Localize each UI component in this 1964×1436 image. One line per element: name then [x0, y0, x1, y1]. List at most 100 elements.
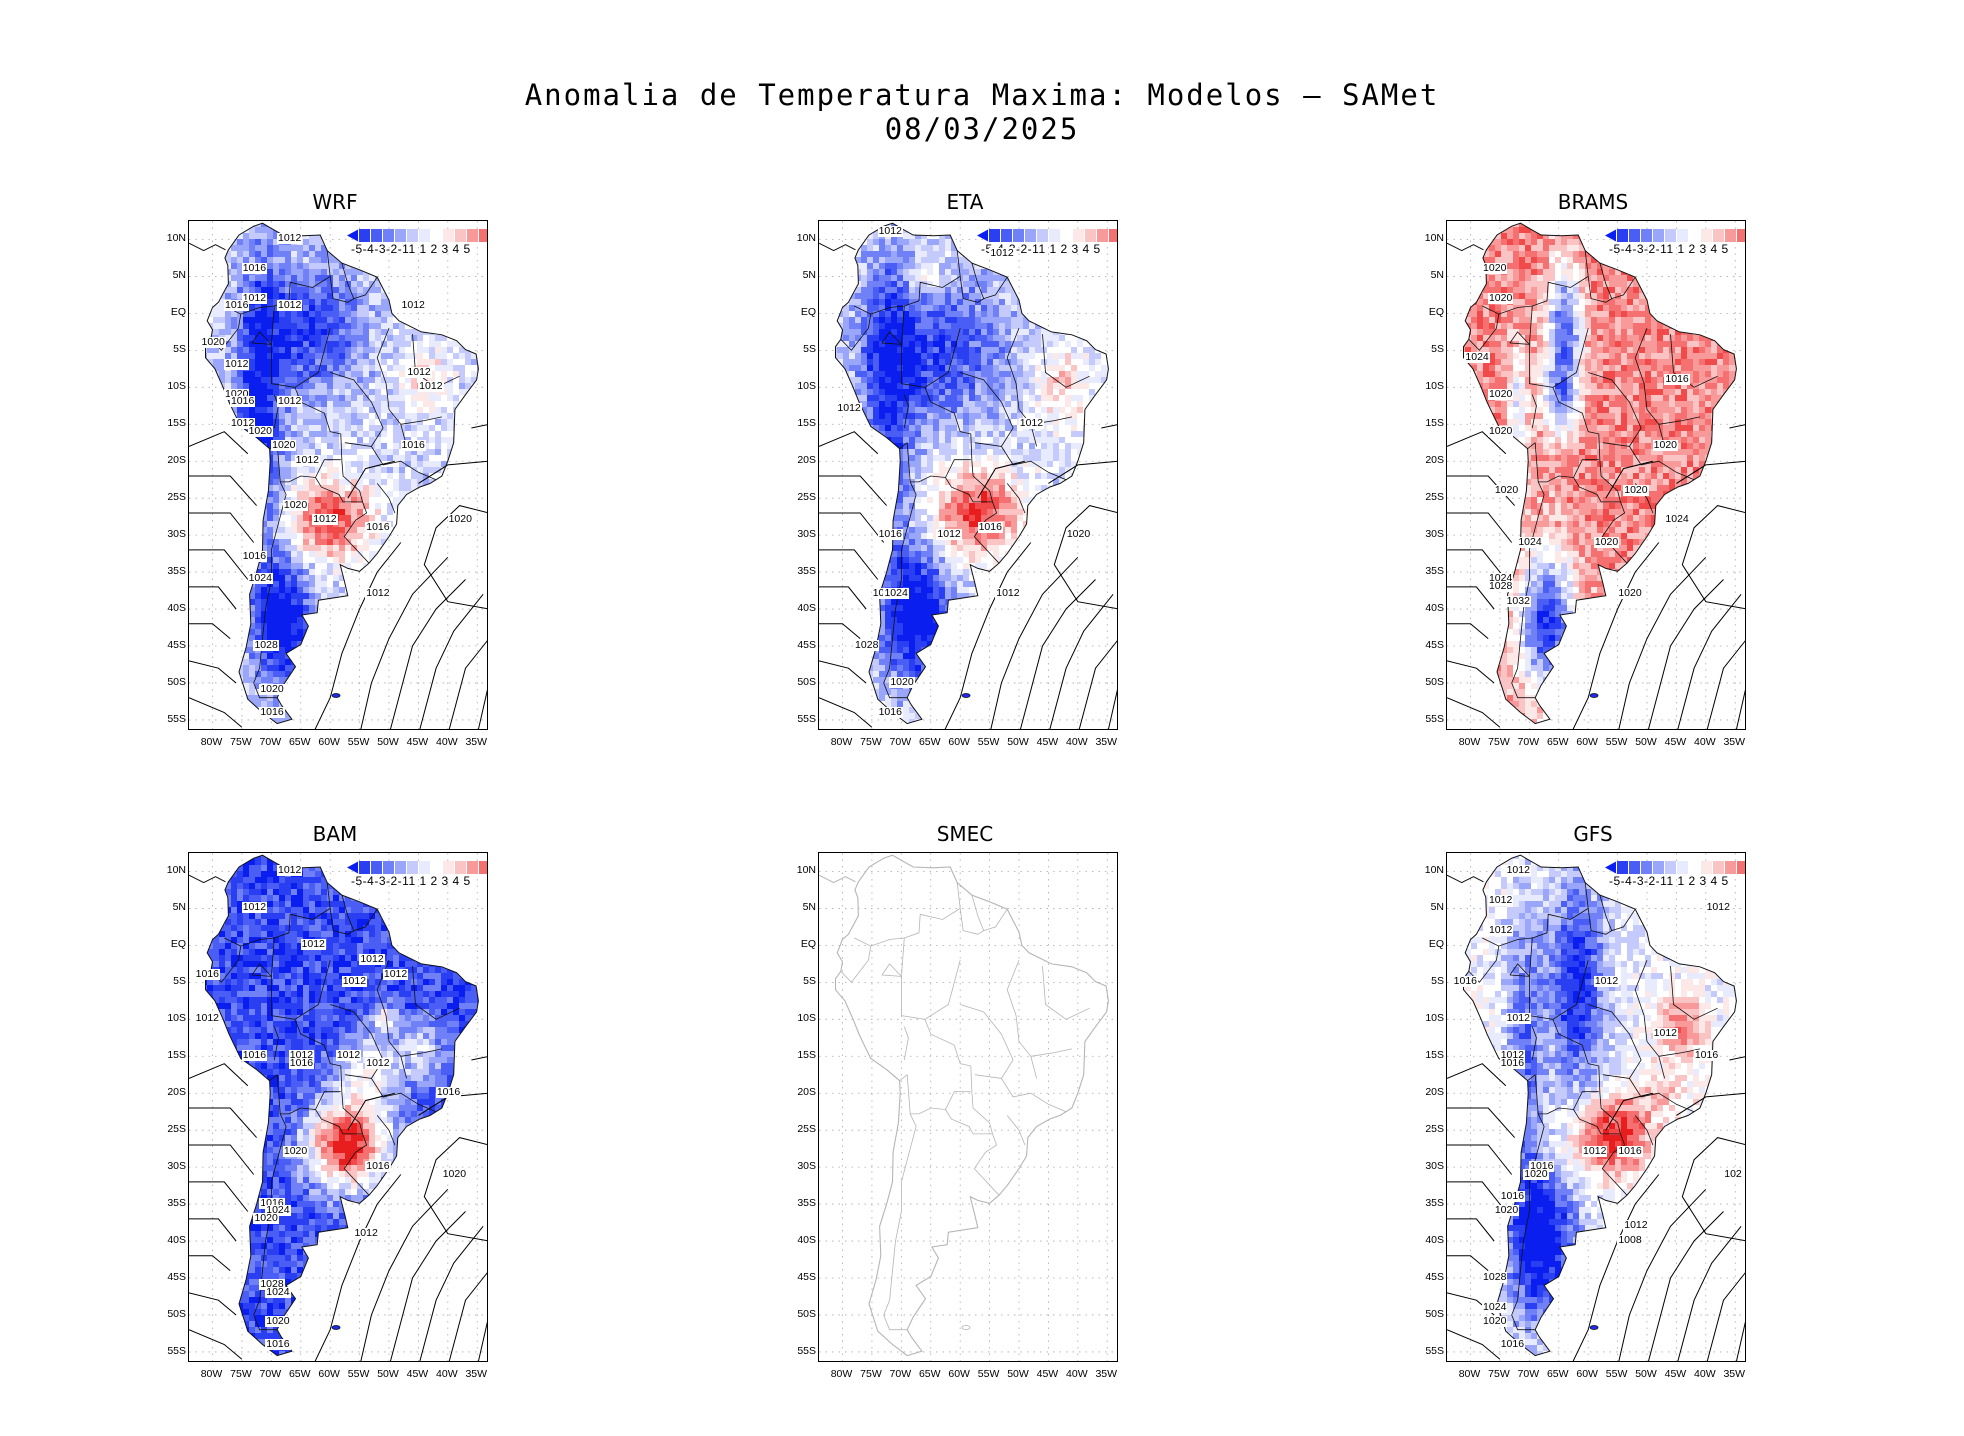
anomaly-cell — [315, 593, 322, 600]
anomaly-cell — [453, 413, 460, 420]
anomaly-cell — [855, 443, 862, 450]
anomaly-cell — [459, 407, 466, 414]
anomaly-cell — [471, 593, 478, 600]
anomaly-cell — [297, 407, 304, 414]
anomaly-cell — [267, 509, 274, 516]
anomaly-cell — [231, 695, 238, 702]
lat-tick-label: 5S — [173, 343, 186, 355]
anomaly-cell — [243, 239, 250, 246]
anomaly-cell — [205, 539, 208, 546]
anomaly-cell — [465, 485, 472, 492]
anomaly-cell — [303, 251, 310, 258]
anomaly-cell — [441, 293, 448, 300]
anomaly-cell — [189, 671, 196, 678]
anomaly-cell — [315, 647, 322, 654]
anomaly-cell — [399, 281, 406, 288]
anomaly-cell — [243, 659, 250, 666]
anomaly-cell — [483, 347, 488, 354]
anomaly-cell — [351, 275, 358, 282]
anomaly-cell — [213, 713, 220, 720]
anomaly-cell — [267, 563, 274, 570]
anomaly-cell — [321, 281, 328, 288]
anomaly-cell — [843, 677, 850, 684]
anomaly-cell — [471, 539, 478, 546]
anomaly-cell — [315, 611, 322, 618]
anomaly-cell — [825, 431, 832, 438]
anomaly-cell — [339, 623, 346, 630]
anomaly-cell — [189, 251, 196, 258]
anomaly-cell — [327, 563, 334, 570]
anomaly-cell — [849, 689, 856, 696]
anomaly-cell — [835, 671, 838, 678]
anomaly-cell — [835, 365, 838, 372]
anomaly-cell — [483, 713, 488, 720]
anomaly-cell — [345, 365, 352, 372]
anomaly-cell — [387, 545, 394, 552]
anomaly-cell — [205, 605, 208, 612]
anomaly-cell — [369, 371, 376, 378]
anomaly-cell — [339, 557, 346, 564]
anomaly-cell — [219, 695, 226, 702]
anomaly-cell — [303, 467, 310, 474]
anomaly-cell — [279, 581, 286, 588]
anomaly-cell — [333, 227, 340, 234]
anomaly-cell — [477, 689, 479, 696]
anomaly-cell — [195, 689, 202, 696]
anomaly-cell — [255, 533, 262, 540]
anomaly-cell — [285, 449, 292, 456]
anomaly-cell — [213, 695, 220, 702]
anomaly-cell — [381, 509, 388, 516]
anomaly-cell — [291, 431, 298, 438]
anomaly-cell — [249, 725, 256, 730]
anomaly-cell — [219, 563, 226, 570]
anomaly-cell — [267, 413, 274, 420]
anomaly-cell — [819, 389, 826, 396]
anomaly-cell — [291, 467, 298, 474]
anomaly-cell — [213, 539, 220, 546]
lon-axis: 80W 75W 70W 65W 60W 55W 50W 45W 40W 35W — [188, 736, 488, 750]
anomaly-cell — [345, 509, 352, 516]
anomaly-cell — [837, 347, 844, 354]
anomaly-cell — [477, 467, 479, 474]
anomaly-cell — [207, 653, 214, 660]
anomaly-cell — [273, 245, 280, 252]
anomaly-cell — [357, 497, 364, 504]
anomaly-cell — [219, 713, 226, 720]
anomaly-cell — [285, 281, 292, 288]
anomaly-cell — [363, 707, 370, 714]
anomaly-cell — [273, 317, 280, 324]
anomaly-cell — [435, 491, 442, 498]
anomaly-cell — [417, 605, 424, 612]
anomaly-cell — [237, 539, 244, 546]
anomaly-cell — [483, 671, 488, 678]
anomaly-cell — [351, 713, 358, 720]
anomaly-cell — [351, 449, 358, 456]
anomaly-cell — [423, 677, 430, 684]
anomaly-cell — [291, 275, 298, 282]
anomaly-cell — [471, 695, 478, 702]
anomaly-cell — [849, 353, 856, 360]
anomaly-cell — [819, 587, 826, 594]
anomaly-cell — [339, 299, 346, 306]
anomaly-cell — [267, 437, 274, 444]
anomaly-cell — [447, 269, 454, 276]
anomaly-cell — [315, 377, 322, 384]
anomaly-cell — [849, 311, 856, 318]
anomaly-cell — [255, 407, 262, 414]
anomaly-cell — [351, 455, 358, 462]
anomaly-cell — [465, 581, 472, 588]
anomaly-cell — [459, 629, 466, 636]
lat-tick-label: 45S — [797, 639, 816, 651]
anomaly-cell — [423, 635, 430, 642]
anomaly-cell — [357, 371, 364, 378]
anomaly-cell — [477, 455, 479, 462]
anomaly-cell — [435, 371, 442, 378]
anomaly-cell — [243, 257, 250, 264]
anomaly-cell — [339, 581, 346, 588]
anomaly-cell — [279, 497, 286, 504]
anomaly-cell — [207, 347, 214, 354]
anomaly-cell — [345, 323, 352, 330]
anomaly-cell — [465, 695, 472, 702]
anomaly-cell — [345, 371, 352, 378]
anomaly-cell — [327, 467, 334, 474]
